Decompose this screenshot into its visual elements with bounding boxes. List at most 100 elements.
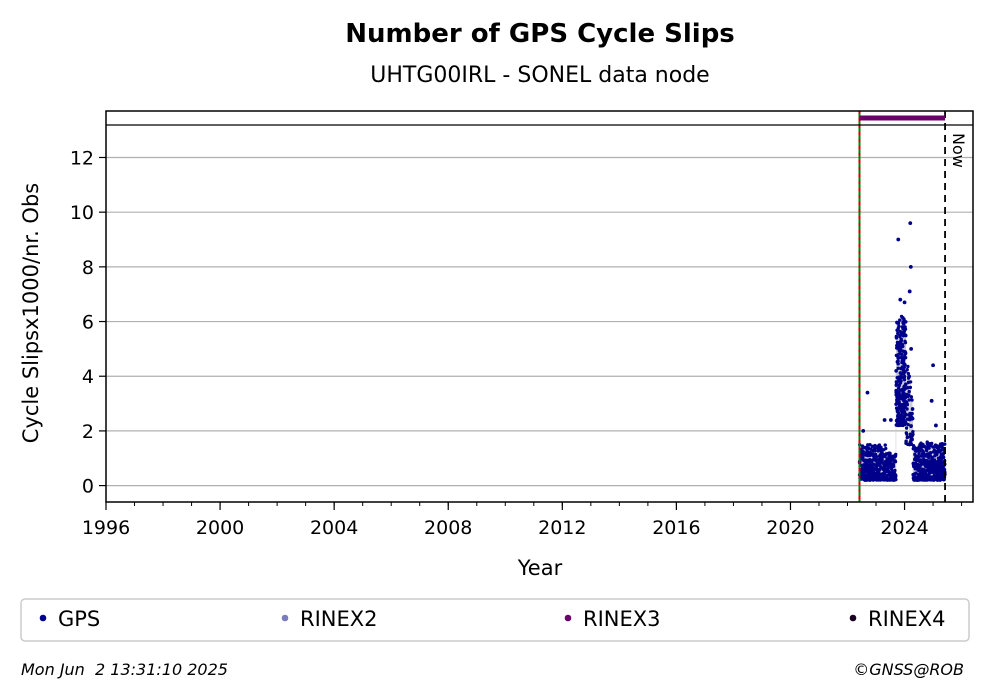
y-tick-label: 8 bbox=[82, 257, 94, 279]
gps-point bbox=[894, 336, 899, 340]
gps-point bbox=[873, 444, 878, 448]
gps-point bbox=[929, 441, 934, 446]
y-tick-label: 0 bbox=[82, 476, 94, 498]
x-axis-label: Year bbox=[517, 556, 563, 580]
gps-outlier-point bbox=[929, 398, 934, 403]
gps-point bbox=[868, 453, 872, 458]
gps-point bbox=[906, 364, 910, 369]
gps-point bbox=[902, 317, 906, 322]
gps-point bbox=[894, 369, 898, 373]
gps-point bbox=[928, 451, 933, 455]
gps-point bbox=[904, 383, 908, 387]
grid-lines bbox=[106, 156, 973, 487]
gps-point bbox=[942, 467, 947, 472]
gps-outlier-point bbox=[907, 289, 912, 294]
gps-point bbox=[914, 471, 918, 475]
marker-lines: Now bbox=[858, 111, 968, 502]
gps-point bbox=[911, 416, 915, 421]
gps-point bbox=[904, 351, 908, 355]
gps-outlier-point bbox=[908, 221, 913, 226]
gps-outlier-point bbox=[896, 237, 901, 242]
gps-outlier-point bbox=[934, 423, 938, 428]
gps-point bbox=[904, 320, 908, 324]
gps-point bbox=[908, 385, 913, 390]
gps-point bbox=[905, 432, 909, 436]
gps-outlier-point bbox=[931, 363, 935, 368]
gps-point bbox=[909, 424, 913, 428]
gps-point bbox=[888, 451, 892, 456]
gps-point bbox=[904, 333, 908, 338]
gps-point bbox=[904, 412, 908, 417]
y-tick-label: 10 bbox=[70, 202, 94, 224]
x-tick-label: 2020 bbox=[766, 517, 814, 539]
gps-point bbox=[884, 446, 888, 451]
gps-point bbox=[902, 374, 907, 379]
gps-point bbox=[893, 459, 898, 464]
y-tick-label: 12 bbox=[70, 147, 94, 169]
y-axis-label: Cycle Slipsx1000/nr. Obs bbox=[19, 183, 43, 443]
gps-outlier-point bbox=[909, 346, 914, 351]
gps-outlier-point bbox=[898, 297, 903, 302]
gps-point bbox=[906, 422, 910, 427]
gps-point bbox=[907, 389, 911, 394]
gps-point bbox=[907, 398, 911, 402]
legend-marker bbox=[39, 614, 47, 622]
y-axis: 0 2 4 6 8 10 12 bbox=[70, 147, 106, 498]
gps-point bbox=[910, 407, 915, 411]
gps-point bbox=[896, 321, 901, 325]
footer-timestamp: Mon Jun 2 13:31:10 2025 bbox=[21, 660, 228, 679]
x-axis: 1996 2000 2004 2008 2012 2016 2020 2024 bbox=[82, 502, 963, 539]
gps-point bbox=[911, 432, 915, 437]
gps-point bbox=[870, 444, 875, 448]
gps-point bbox=[894, 452, 898, 457]
gps-point bbox=[891, 464, 896, 468]
gps-outlier-point bbox=[882, 418, 887, 422]
gps-point bbox=[927, 456, 931, 460]
chart-title: Number of GPS Cycle Slips bbox=[345, 19, 735, 49]
chart-subtitle: UHTG00IRL - SONEL data node bbox=[370, 63, 709, 88]
gps-point bbox=[927, 446, 931, 450]
gps-point bbox=[894, 477, 898, 482]
gps-point bbox=[893, 468, 897, 473]
gps-outlier-point bbox=[861, 429, 866, 433]
gps-outlier-point bbox=[908, 264, 913, 269]
gps-point bbox=[924, 448, 929, 453]
footer-copyright: ©GNSS@ROB bbox=[853, 660, 964, 679]
gps-point bbox=[930, 455, 934, 459]
gps-point bbox=[910, 411, 914, 416]
gps-point bbox=[898, 318, 902, 322]
x-tick-label: 2008 bbox=[424, 517, 472, 539]
gps-point bbox=[894, 474, 898, 478]
gps-point bbox=[880, 458, 884, 462]
legend-label: GPS bbox=[58, 607, 100, 631]
x-tick-label: 2004 bbox=[310, 517, 358, 539]
legend: GPS RINEX2 RINEX3 RINEX4 bbox=[39, 607, 946, 631]
legend-label: RINEX4 bbox=[868, 607, 946, 631]
gps-point bbox=[905, 407, 909, 411]
y-tick-label: 2 bbox=[82, 421, 94, 443]
legend-marker bbox=[564, 614, 572, 622]
gps-point bbox=[902, 377, 907, 382]
gps-point bbox=[896, 352, 901, 357]
gps-point bbox=[899, 379, 903, 383]
gps-point bbox=[903, 362, 907, 367]
x-tick-label: 1996 bbox=[82, 517, 130, 539]
gps-point bbox=[943, 442, 947, 446]
y-tick-label: 4 bbox=[82, 366, 94, 388]
gps-point bbox=[905, 402, 910, 407]
now-label: Now bbox=[949, 133, 968, 168]
legend-label: RINEX3 bbox=[583, 607, 661, 631]
gps-outlier-point bbox=[865, 390, 870, 395]
gps-point bbox=[903, 340, 908, 345]
legend-marker bbox=[849, 614, 857, 622]
gps-point bbox=[904, 426, 909, 430]
gps-point bbox=[903, 327, 908, 331]
gps-point bbox=[916, 454, 921, 459]
gps-point bbox=[896, 366, 900, 370]
plot-area: Now 1996 2000 2004 2008 2012 2016 2020 2024 0 2 4… bbox=[70, 110, 974, 539]
x-tick-label: 2012 bbox=[538, 517, 586, 539]
gps-point bbox=[896, 359, 900, 363]
gps-point bbox=[907, 374, 912, 379]
gps-point bbox=[899, 352, 904, 357]
gps-point bbox=[904, 439, 908, 443]
